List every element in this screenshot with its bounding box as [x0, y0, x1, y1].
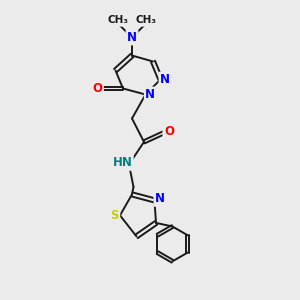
Text: HN: HN	[112, 156, 132, 170]
Text: N: N	[127, 31, 137, 44]
Text: N: N	[145, 88, 155, 101]
Text: O: O	[164, 125, 174, 138]
Text: S: S	[110, 209, 119, 222]
Text: N: N	[160, 73, 170, 86]
Text: CH₃: CH₃	[107, 15, 128, 26]
Text: N: N	[155, 192, 165, 206]
Text: CH₃: CH₃	[136, 15, 157, 26]
Text: O: O	[92, 82, 103, 95]
